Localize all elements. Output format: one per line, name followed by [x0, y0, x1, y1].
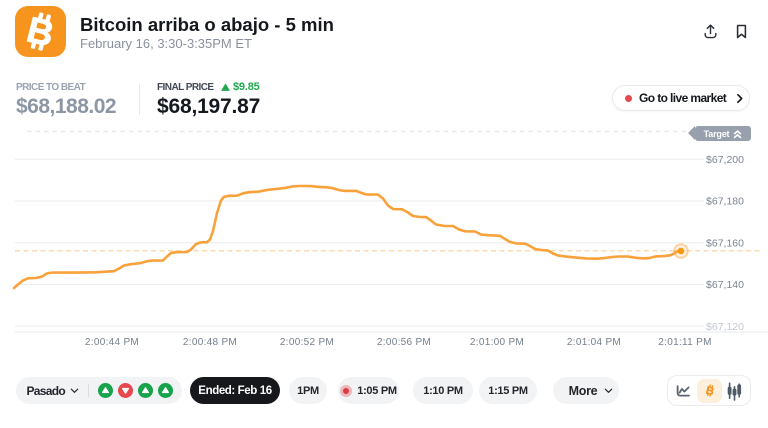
- svg-text:$67,180: $67,180: [706, 196, 744, 208]
- svg-text:$67,160: $67,160: [706, 237, 744, 249]
- svg-text:$67,140: $67,140: [706, 279, 744, 291]
- svg-text:B: B: [704, 385, 715, 399]
- svg-text:2:00:56 PM: 2:00:56 PM: [377, 337, 431, 348]
- svg-text:$67,200: $67,200: [706, 154, 744, 166]
- svg-text:2:01:00 PM: 2:01:00 PM: [470, 337, 524, 348]
- svg-text:2:00:52 PM: 2:00:52 PM: [280, 337, 334, 348]
- svg-text:2:01:04 PM: 2:01:04 PM: [567, 337, 621, 348]
- svg-text:2:00:48 PM: 2:00:48 PM: [183, 337, 237, 348]
- svg-text:2:01:11 PM: 2:01:11 PM: [658, 337, 711, 348]
- svg-text:$67,120: $67,120: [706, 321, 744, 333]
- svg-text:2:00:44 PM: 2:00:44 PM: [85, 337, 139, 348]
